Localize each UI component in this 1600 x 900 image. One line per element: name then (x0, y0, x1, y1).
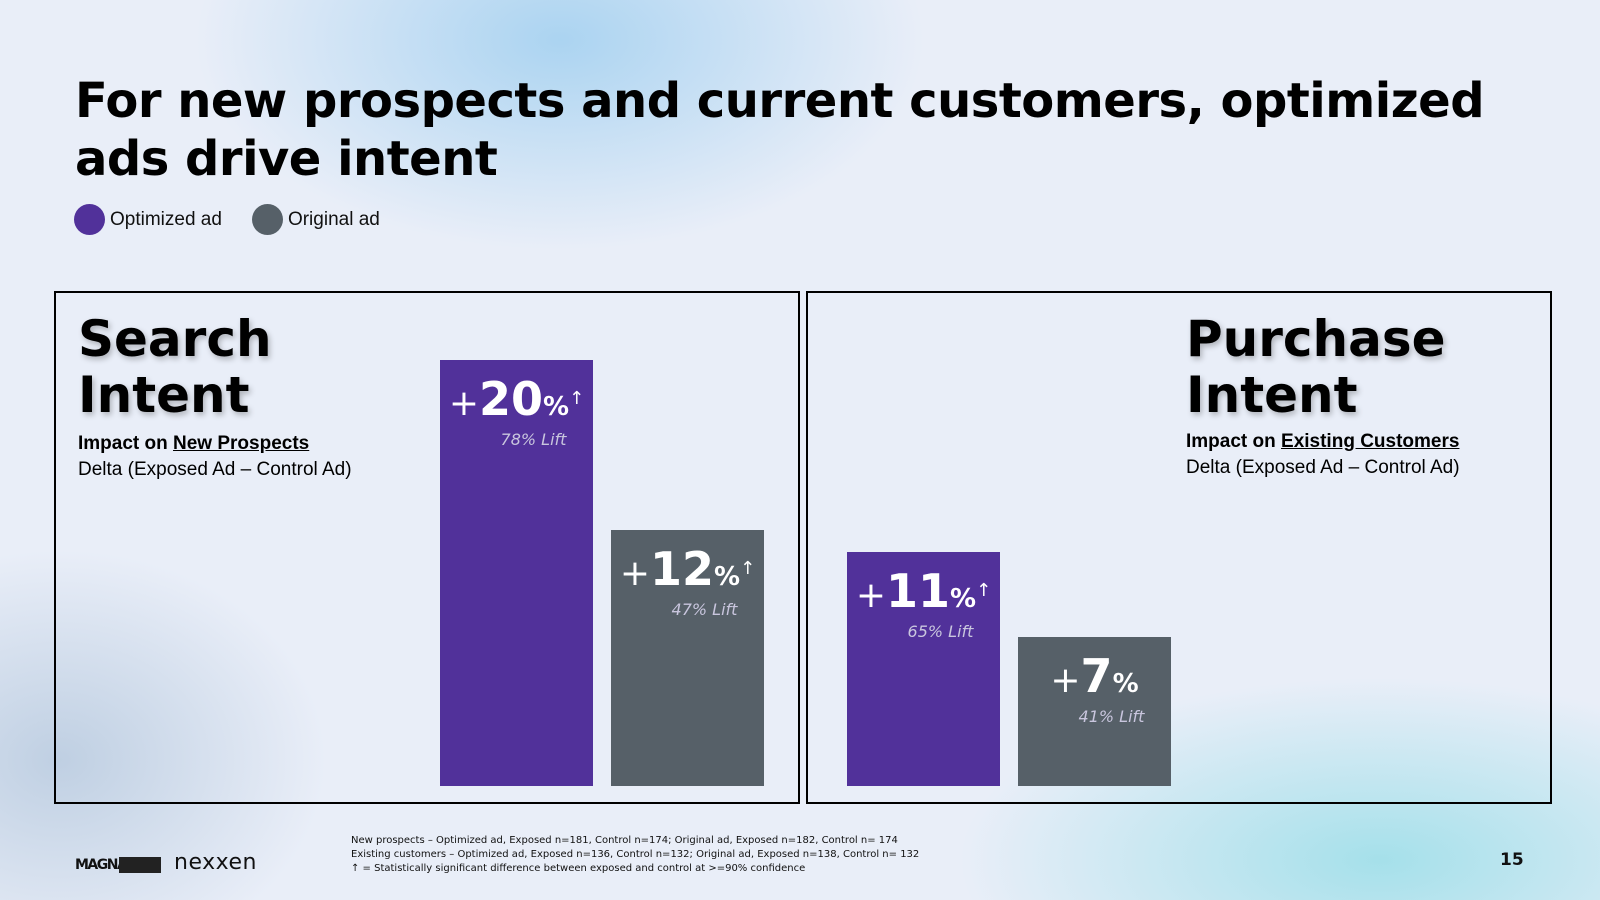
bar-lift-label: 65% Lift (907, 621, 974, 641)
legend-item-optimized: Optimized ad (74, 204, 222, 235)
bar-lift-label: 78% Lift (500, 430, 567, 449)
panel-heading-line2: Intent (1186, 366, 1358, 424)
impact-target: Existing Customers (1281, 431, 1460, 452)
legend-swatch-optimized (74, 204, 105, 235)
nexxen-logo: nexxen (174, 850, 257, 875)
footnote-existing-customers: Existing customers – Optimized ad, Expos… (351, 849, 920, 860)
panel-heading-line1: Search (78, 310, 272, 368)
impact-prefix: Impact on (78, 433, 174, 454)
footnote-new-prospects: New prospects – Optimized ad, Exposed n=… (351, 835, 898, 846)
legend-item-original: Original ad (251, 204, 380, 235)
bar-value-label: +7% (1050, 648, 1139, 703)
bar-optimized: +11%↑ 65% Lift (847, 551, 1000, 786)
bar-lift-label: 47% Lift (671, 600, 738, 620)
impact-target: New Prospects (173, 433, 310, 454)
delta-label: Delta (Exposed Ad – Control Ad) (78, 459, 352, 480)
bar-value-label: +12%↑ (619, 542, 756, 597)
magna-logo: MAGNA (75, 857, 128, 873)
page-number: 15 (1500, 850, 1524, 870)
legend-label-optimized: Optimized ad (110, 208, 222, 230)
bar-original: +7% 41% Lift (1018, 636, 1171, 786)
search-intent-panel: Search Intent Impact on New Prospects De… (54, 291, 800, 804)
bar-value-label: +11%↑ (855, 563, 992, 618)
footnote-significance: ↑ = Statistically significant difference… (351, 863, 806, 874)
legend: Optimized ad Original ad (74, 204, 410, 235)
panel-heading: Purchase Intent (1186, 311, 1446, 423)
bar-lift-label: 41% Lift (1078, 706, 1145, 726)
panel-heading-line1: Purchase (1186, 310, 1446, 368)
magna-logo-block (119, 857, 161, 873)
impact-label: Impact on Existing Customers (1186, 431, 1459, 453)
slide-title: For new prospects and current customers,… (75, 73, 1485, 187)
impact-label: Impact on New Prospects (78, 433, 309, 455)
delta-label: Delta (Exposed Ad – Control Ad) (1186, 457, 1460, 478)
legend-label-original: Original ad (287, 208, 380, 230)
footnotes: New prospects – Optimized ad, Exposed n=… (351, 834, 991, 876)
impact-prefix: Impact on (1186, 431, 1282, 452)
bar-original: +12%↑ 47% Lift (611, 530, 764, 786)
bar-optimized: +20%↑ 78% Lift (440, 360, 593, 786)
legend-swatch-original (251, 204, 283, 235)
panel-heading-line2: Intent (78, 366, 250, 424)
bar-value-label: +20%↑ (448, 372, 585, 426)
panel-heading: Search Intent (78, 311, 272, 423)
purchase-intent-panel: Purchase Intent Impact on Existing Custo… (806, 291, 1552, 804)
